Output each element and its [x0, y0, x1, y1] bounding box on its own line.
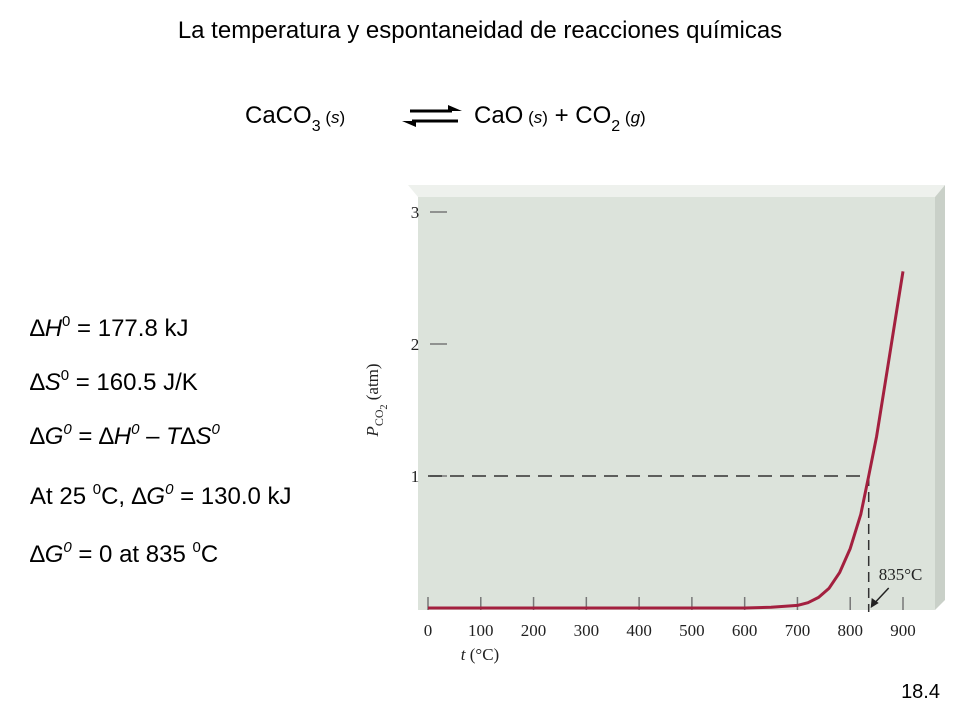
formula: CaO	[474, 102, 523, 129]
state: g	[631, 108, 641, 127]
formula: + CO	[548, 102, 611, 129]
title: La temperatura y espontaneidad de reacci…	[178, 17, 782, 44]
text-part: H	[114, 423, 132, 450]
curve	[428, 271, 905, 610]
subscript: 2	[611, 118, 620, 135]
text-part: C, ∆	[101, 483, 147, 510]
text-part: G	[45, 423, 64, 450]
state: s	[331, 108, 340, 127]
x-tick-label: 500	[679, 621, 705, 640]
plot: 1 2 3 0 100 200 300 400 500 600 700 800 900 835°C	[411, 203, 923, 640]
x-tick-label: 0	[424, 621, 433, 640]
text-part: = 130.0 kJ	[173, 483, 291, 510]
state: )	[339, 108, 345, 127]
text-part: 0	[61, 367, 69, 384]
text-part: ∆	[30, 369, 45, 396]
annotation-label: 835°C	[879, 565, 923, 584]
x-tick-label: 100	[468, 621, 494, 640]
line: At 25 0C, ∆G0 = 130.0 kJ	[30, 481, 292, 510]
annotation-arrowhead	[870, 598, 879, 608]
text-part: 0	[192, 539, 200, 556]
text-part: 0	[62, 313, 70, 330]
y-tick-label: 1	[411, 467, 420, 486]
equations-list: ∆H0 = 177.8 kJ ∆S0 = 160.5 J/K ∆G0 = ∆H0…	[30, 313, 292, 568]
x-tick-label: 600	[732, 621, 758, 640]
text-part: At 25	[30, 483, 93, 510]
chart-panel	[408, 185, 945, 610]
equation-right: CaO (s) + CO2 (g)	[474, 102, 646, 135]
text-part: ∆	[30, 423, 45, 450]
text-part: P	[363, 426, 382, 437]
text-part: = 177.8 kJ	[70, 315, 188, 342]
state: )	[542, 108, 548, 127]
line: ∆H0 = 177.8 kJ	[30, 313, 188, 342]
equation-left: CaCO3 (s)	[245, 102, 345, 135]
text-part: G	[146, 483, 165, 510]
line: ∆S0 = 160.5 J/K	[30, 367, 198, 396]
text-part: = ∆	[72, 423, 114, 450]
text-part: 0	[165, 481, 174, 498]
x-tick-label: 300	[574, 621, 600, 640]
text-part: ∆	[181, 423, 196, 450]
y-axis-label: PCO2 (atm)	[363, 363, 390, 437]
text-part: 2	[379, 405, 390, 410]
text-part: C	[201, 541, 218, 568]
text-part: S	[45, 369, 61, 396]
text-part: ∆	[30, 315, 45, 342]
state: (	[523, 108, 534, 127]
x-axis-label: t (°C)	[461, 645, 499, 664]
text-part: (°C)	[466, 645, 500, 664]
text-part: G	[45, 541, 64, 568]
x-tick-label: 200	[521, 621, 547, 640]
x-tick-label: 900	[890, 621, 916, 640]
slide-number: 18.4	[901, 681, 940, 703]
text-part: = 0 at 835	[72, 541, 193, 568]
y-tick-label: 2	[411, 335, 420, 354]
text-part: 0	[63, 539, 72, 556]
text-part: H	[45, 315, 63, 342]
line: ∆G0 = 0 at 835 0C	[30, 539, 218, 568]
text-part: –	[139, 423, 166, 450]
text-part: CO	[372, 409, 386, 426]
state: (	[620, 108, 631, 127]
equilibrium-arrows	[402, 105, 462, 127]
text-part: 0	[212, 421, 221, 438]
text-part: 0	[131, 421, 140, 438]
x-tick-label: 700	[785, 621, 811, 640]
line: ∆G0 = ∆H0 – T∆S0	[30, 421, 221, 450]
x-tick-label: 800	[837, 621, 863, 640]
formula: CaCO	[245, 102, 312, 129]
state: )	[640, 108, 646, 127]
text-part: t	[461, 645, 467, 664]
text-part: 0	[93, 481, 101, 498]
y-tick-label: 3	[411, 203, 420, 222]
subscript: 3	[312, 118, 321, 135]
text-part: ∆	[30, 541, 45, 568]
text-part: T	[166, 423, 183, 450]
text-part: = 160.5 J/K	[69, 369, 198, 396]
state: (	[321, 108, 332, 127]
x-tick-label: 400	[626, 621, 652, 640]
state: s	[534, 108, 543, 127]
text-part: S	[195, 423, 211, 450]
text-part: (atm)	[363, 363, 382, 404]
text-part: 0	[63, 421, 72, 438]
